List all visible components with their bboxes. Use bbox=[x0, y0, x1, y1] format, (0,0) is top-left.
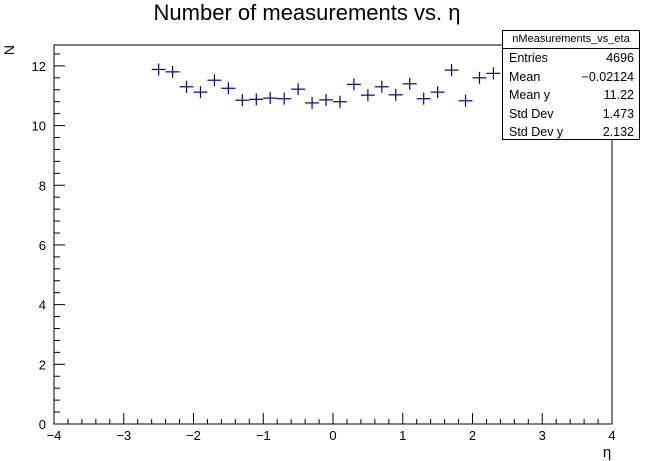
data-point bbox=[291, 83, 306, 96]
x-tick-label: −2 bbox=[186, 428, 201, 443]
stats-value: −0.02124 bbox=[581, 69, 634, 84]
stats-row-mean-y: Mean y 11.22 bbox=[503, 86, 639, 105]
data-point bbox=[305, 96, 320, 109]
data-point bbox=[430, 86, 445, 99]
data-point bbox=[333, 95, 347, 108]
data-point bbox=[179, 80, 194, 93]
stats-row-std-dev: Std Dev 1.473 bbox=[503, 105, 639, 124]
data-point bbox=[207, 74, 222, 87]
x-tick-label: −4 bbox=[47, 428, 62, 443]
data-point bbox=[263, 92, 278, 105]
stats-value: 4696 bbox=[606, 51, 634, 65]
y-tick-label: 10 bbox=[32, 119, 46, 134]
chart-title: Number of measurements vs. η bbox=[154, 0, 461, 25]
data-point bbox=[319, 93, 333, 106]
data-point bbox=[444, 64, 459, 77]
data-point bbox=[416, 92, 431, 105]
data-point bbox=[249, 93, 264, 106]
y-tick-label: 2 bbox=[39, 357, 46, 372]
data-point bbox=[458, 94, 473, 107]
stats-row-entries: Entries 4696 bbox=[503, 49, 639, 68]
data-point bbox=[346, 78, 361, 91]
stats-row-mean: Mean −0.02124 bbox=[503, 68, 639, 87]
stats-label: Mean bbox=[509, 69, 541, 84]
stats-label: Std Dev y bbox=[509, 125, 564, 139]
x-tick-label: 2 bbox=[469, 428, 476, 443]
data-point bbox=[402, 77, 417, 90]
x-tick-label: 4 bbox=[608, 428, 615, 443]
stats-label: Entries bbox=[509, 51, 548, 65]
x-tick-label: −3 bbox=[116, 428, 131, 443]
data-point bbox=[221, 82, 236, 95]
stats-row-std-dev-y: Std Dev y 2.132 bbox=[503, 123, 639, 142]
data-point bbox=[486, 67, 501, 80]
data-point bbox=[165, 65, 180, 78]
x-tick-label: 0 bbox=[329, 428, 336, 443]
data-point bbox=[277, 92, 292, 105]
stats-value: 11.22 bbox=[603, 88, 634, 102]
y-tick-label: 12 bbox=[32, 59, 46, 74]
data-point bbox=[235, 94, 250, 107]
y-tick-label: 0 bbox=[39, 417, 46, 432]
data-point bbox=[374, 80, 389, 93]
y-tick-label: 8 bbox=[39, 178, 46, 193]
data-point bbox=[151, 63, 166, 76]
y-tick-label: 6 bbox=[39, 238, 46, 253]
stats-value: 1.473 bbox=[602, 106, 634, 121]
stats-label: Mean y bbox=[509, 88, 550, 102]
data-point bbox=[360, 89, 375, 102]
y-axis-label: N bbox=[1, 45, 17, 55]
stats-value: 2.132 bbox=[602, 125, 634, 139]
stats-label: Std Dev bbox=[509, 106, 554, 121]
y-tick-label: 4 bbox=[39, 298, 46, 313]
stats-box: nMeasurements_vs_eta Entries 4696 Mean −… bbox=[502, 30, 640, 140]
stats-box-title: nMeasurements_vs_eta bbox=[503, 31, 639, 49]
data-point bbox=[388, 88, 403, 101]
x-tick-label: 3 bbox=[539, 428, 546, 443]
data-point bbox=[472, 71, 487, 84]
data-point bbox=[193, 86, 208, 99]
x-tick-label: −1 bbox=[256, 428, 271, 443]
x-axis-label: η bbox=[603, 444, 611, 461]
x-tick-label: 1 bbox=[399, 428, 406, 443]
